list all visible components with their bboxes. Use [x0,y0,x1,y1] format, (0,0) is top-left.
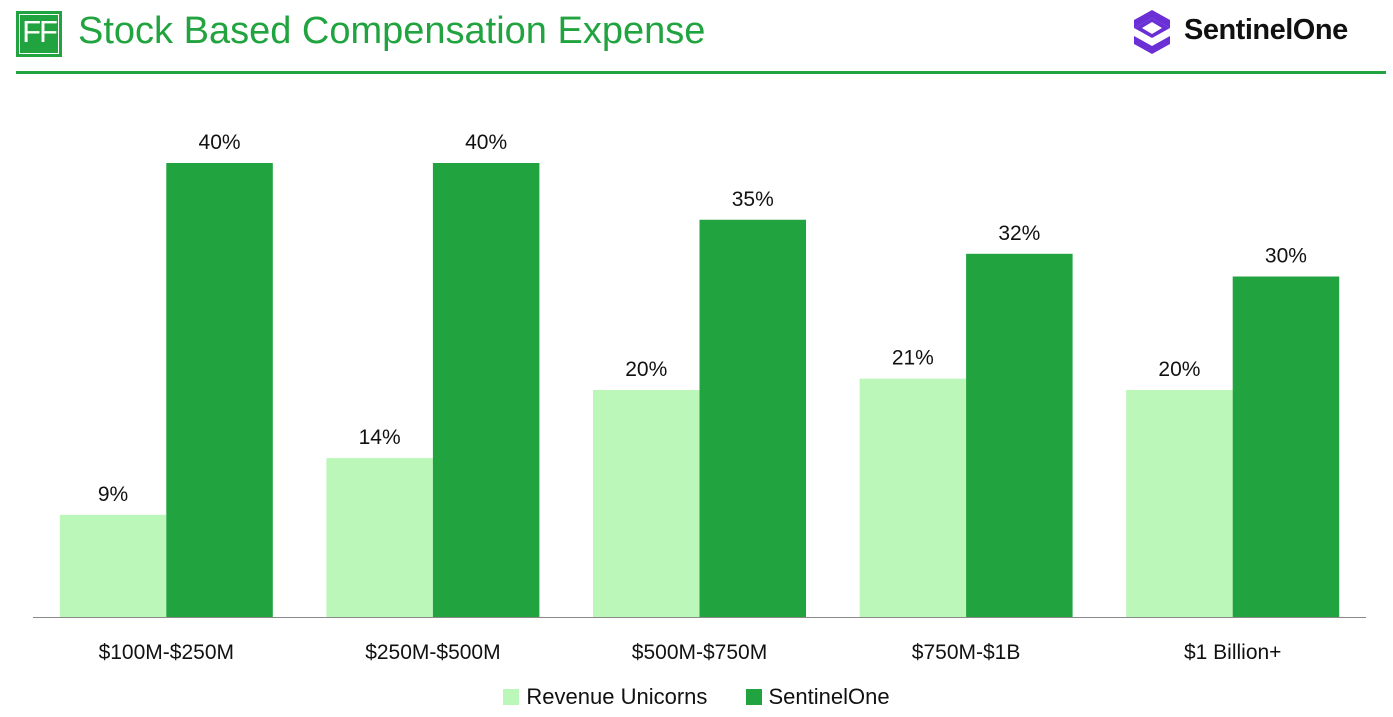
data-label-revenue-unicorns-2: 20% [625,358,667,381]
brand-name: SentinelOne [1184,14,1348,46]
legend-label-revenue-unicorns: Revenue Unicorns [526,684,708,709]
data-label-sentinelone-0: 40% [199,131,241,154]
bar-sentinelone-2 [699,219,806,617]
data-label-revenue-unicorns-0: 9% [98,483,128,506]
data-label-sentinelone-1: 40% [465,131,507,154]
data-label-sentinelone-4: 30% [1265,245,1307,268]
bar-sentinelone-4 [1232,276,1340,617]
bar-revenue-unicorns-2 [593,390,700,617]
ff-logo: FF [16,11,62,57]
bar-sentinelone-1 [432,163,540,617]
bar-sentinelone-3 [966,253,1073,618]
x-tick-label-0: $100M-$250M [99,641,234,664]
data-label-revenue-unicorns-1: 14% [359,426,401,449]
data-label-sentinelone-2: 35% [732,188,774,211]
header-rule [16,71,1386,74]
data-label-revenue-unicorns-3: 21% [892,347,934,370]
legend-item-revenue-unicorns: Revenue Unicorns [503,684,707,710]
data-label-revenue-unicorns-4: 20% [1158,358,1200,381]
bar-revenue-unicorns-1 [326,458,433,617]
chart-legend: Revenue Unicorns SentinelOne [0,684,1393,711]
legend-item-sentinelone: SentinelOne [745,684,890,710]
bar-revenue-unicorns-3 [859,378,967,617]
x-tick-label-2: $500M-$750M [632,641,767,664]
bar-revenue-unicorns-4 [1126,390,1233,617]
x-tick-label-1: $250M-$500M [365,641,500,664]
x-tick-label-4: $1 Billion+ [1184,641,1281,664]
data-label-sentinelone-3: 32% [998,222,1040,245]
bar-sentinelone-0 [166,163,273,617]
ff-logo-text: FF [22,14,58,49]
legend-swatch-sentinelone [745,689,762,705]
page-title: Stock Based Compensation Expense [78,10,706,52]
legend-label-sentinelone: SentinelOne [768,684,890,709]
x-tick-label-3: $750M-$1B [912,641,1021,664]
bar-revenue-unicorns-0 [59,514,167,617]
legend-swatch-revenue-unicorns [503,689,520,705]
sentinelone-logo-icon [1134,10,1170,54]
